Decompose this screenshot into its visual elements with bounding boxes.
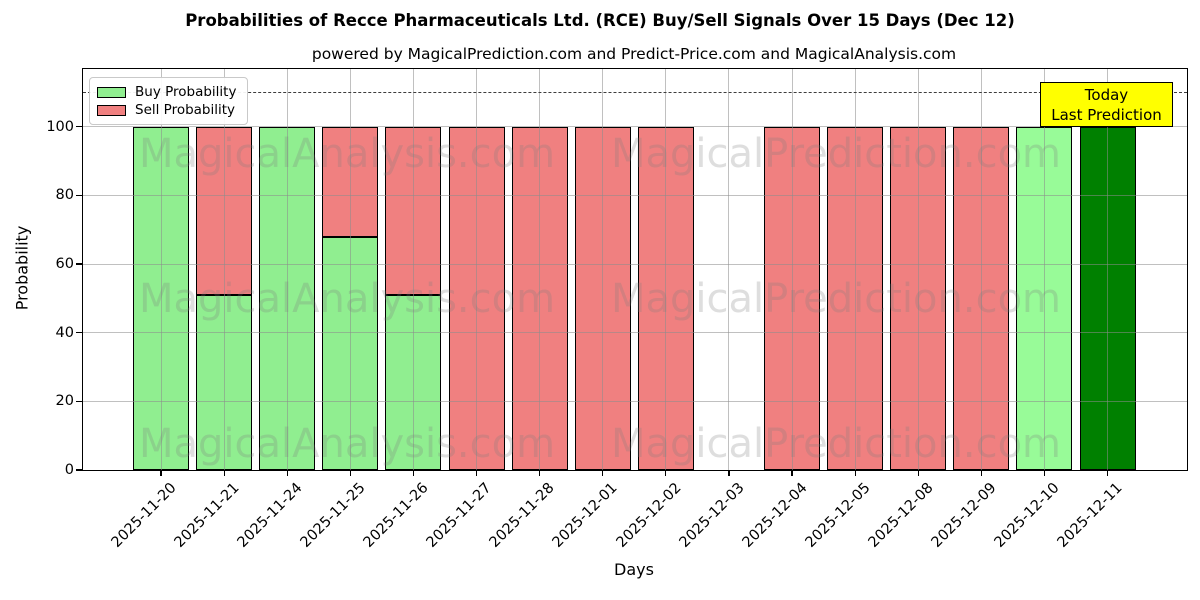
x-tick-label: 2025-12-02	[613, 480, 685, 551]
y-tick-label: 80	[55, 187, 74, 204]
x-tick-mark	[412, 470, 415, 476]
legend: Buy Probability Sell Probability	[89, 77, 249, 125]
x-gridline	[286, 69, 288, 470]
x-tick-mark	[980, 470, 982, 476]
legend-label-sell: Sell Probability	[135, 102, 236, 118]
x-tick-label: 2025-11-20	[108, 480, 180, 551]
x-gridline	[160, 69, 162, 470]
x-tick-label: 2025-12-01	[550, 480, 622, 551]
legend-entry-buy: Buy Probability	[97, 83, 236, 101]
y-tick-mark	[76, 332, 82, 334]
y-gridline	[83, 126, 1187, 128]
x-tick-mark	[665, 470, 667, 476]
x-gridline	[917, 69, 919, 470]
x-tick-label: 2025-11-27	[423, 480, 495, 551]
x-tick-label: 2025-12-05	[802, 480, 874, 551]
x-axis-label: Days	[614, 560, 654, 579]
x-tick-mark	[223, 470, 225, 476]
dashed-reference-line	[83, 92, 1187, 94]
x-tick-label: 2025-12-09	[928, 480, 1000, 551]
today-annotation-line1: Today	[1084, 85, 1129, 104]
x-tick-label: 2025-12-03	[676, 480, 748, 551]
sell-probability-swatch	[97, 104, 126, 116]
x-gridline	[665, 69, 667, 470]
y-tick-mark	[76, 126, 82, 128]
x-gridline	[476, 69, 477, 470]
y-gridline	[83, 400, 1187, 402]
x-gridline	[223, 69, 225, 470]
y-tick-label: 100	[46, 118, 74, 135]
x-gridline	[980, 69, 982, 470]
y-tick-mark	[76, 400, 82, 403]
y-tick-mark	[76, 194, 82, 197]
y-tick-label: 20	[55, 393, 74, 410]
x-tick-label: 2025-11-24	[234, 480, 306, 551]
legend-label-buy: Buy Probability	[135, 84, 237, 100]
x-tick-mark	[854, 470, 856, 476]
x-tick-label: 2025-12-04	[739, 480, 811, 551]
x-tick-label: 2025-12-11	[1054, 480, 1126, 551]
x-gridline	[791, 69, 793, 470]
x-tick-mark	[160, 470, 162, 476]
x-tick-mark	[791, 470, 793, 476]
x-tick-mark	[286, 470, 288, 476]
x-tick-mark	[1043, 470, 1046, 476]
x-tick-label: 2025-12-08	[865, 480, 937, 551]
buy-probability-swatch	[97, 86, 126, 98]
y-gridline	[83, 263, 1187, 265]
y-gridline	[83, 332, 1187, 334]
plot-area: 0 20 40 60 80 100 2025-11-20 2025-11-21 2025-11-…	[46, 68, 1188, 551]
x-tick-mark	[475, 470, 478, 476]
x-gridline	[349, 69, 351, 470]
x-tick-label: 2025-11-28	[487, 480, 558, 551]
chart-subtitle: powered by MagicalPrediction.com and Pre…	[311, 45, 957, 63]
x-gridline	[1043, 69, 1045, 470]
y-tick-mark	[76, 469, 82, 471]
y-tick-label: 60	[55, 256, 74, 272]
y-axis-label: Probability	[12, 225, 32, 311]
x-tick-mark	[728, 470, 730, 476]
x-tick-mark	[539, 470, 541, 476]
x-gridline	[539, 69, 541, 470]
y-gridline	[83, 194, 1187, 196]
x-gridline	[412, 69, 414, 470]
x-tick-label: 2025-12-10	[991, 480, 1063, 551]
x-tick-mark	[917, 470, 919, 476]
x-gridline	[728, 69, 730, 470]
today-annotation-line2: Last Prediction	[1051, 105, 1162, 124]
x-tick-mark	[602, 470, 604, 476]
x-tick-mark	[1106, 470, 1109, 476]
y-tick-label: 40	[55, 324, 74, 341]
today-annotation-box: Today Last Prediction	[1040, 82, 1173, 127]
legend-entry-sell: Sell Probability	[97, 101, 236, 119]
x-gridline	[602, 69, 604, 470]
y-tick-mark	[76, 263, 82, 265]
y-tick-label: 0	[64, 462, 74, 478]
x-tick-label: 2025-11-25	[297, 480, 369, 551]
x-gridline	[854, 69, 856, 470]
x-tick-label: 2025-11-26	[360, 480, 432, 551]
chart-title: Probabilities of Recce Pharmaceuticals L…	[185, 11, 1015, 30]
x-tick-mark	[349, 470, 351, 476]
x-gridline	[1107, 69, 1108, 470]
x-tick-label: 2025-11-21	[171, 480, 243, 551]
